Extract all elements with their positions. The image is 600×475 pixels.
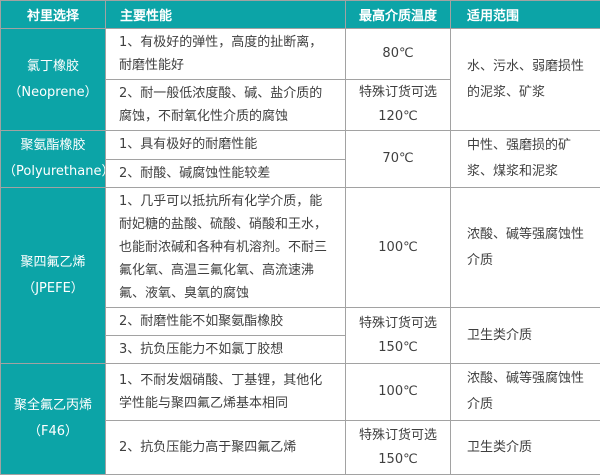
material-cell-polyurethane: 聚氨酯橡胶 （Polyurethane） [1, 131, 106, 188]
performance-cell: 2、耐一般低浓度酸、碱、盐介质的腐蚀，不耐氧化性介质的腐蚀 [106, 80, 346, 131]
material-name: 氯丁橡胶 [3, 54, 103, 80]
lining-selection-table-page: 衬里选择 主要性能 最高介质温度 适用范围 氯丁橡胶 （Neoprene） 1、… [0, 0, 600, 427]
range-cell: 浓酸、碱等强腐蚀性介质 [451, 188, 600, 308]
performance-cell: 3、抗负压能力不如氯丁胶想 [106, 336, 346, 364]
material-name-en: （Neoprene） [3, 80, 103, 106]
header-row: 衬里选择 主要性能 最高介质温度 适用范围 [1, 1, 600, 29]
table-row: 聚氨酯橡胶 （Polyurethane） 1、具有极好的耐磨性能 70℃ 中性、… [1, 131, 600, 160]
performance-cell: 1、几乎可以抵抗所有化学介质，能耐妃糖的盐酸、硫酸、硝酸和王水，也能耐浓碱和各种… [106, 188, 346, 308]
table-row: 聚四氟乙烯 （JPEFE） 1、几乎可以抵抗所有化学介质，能耐妃糖的盐酸、硫酸、… [1, 188, 600, 308]
temp-cell: 特殊订货可选 150℃ [346, 421, 451, 475]
temp-cell: 100℃ [346, 364, 451, 421]
table-row: 聚全氟乙丙烯 （F46） 1、不耐发烟硝酸、丁基锂，其他化学性能与聚四氟乙烯基本… [1, 364, 600, 421]
temp-cell: 80℃ [346, 29, 451, 80]
temp-cell: 特殊订货可选 120℃ [346, 80, 451, 131]
range-cell: 卫生类介质 [451, 421, 600, 475]
range-cell: 浓酸、碱等强腐蚀性介质 [451, 364, 600, 421]
column-header-lining: 衬里选择 [1, 1, 106, 29]
material-name: 聚全氟乙丙烯 [3, 393, 103, 419]
performance-cell: 1、不耐发烟硝酸、丁基锂，其他化学性能与聚四氟乙烯基本相同 [106, 364, 346, 421]
temp-cell: 100℃ [346, 188, 451, 308]
material-name: 聚四氟乙烯 [3, 250, 103, 276]
material-cell-jpefe: 聚四氟乙烯 （JPEFE） [1, 188, 106, 364]
material-cell-neoprene: 氯丁橡胶 （Neoprene） [1, 29, 106, 131]
range-cell: 水、污水、弱磨损性的泥浆、矿浆 [451, 29, 600, 131]
range-cell: 中性、强磨损的矿浆、煤浆和泥浆 [451, 131, 600, 188]
material-name-en: （Polyurethane） [3, 159, 103, 185]
temp-cell: 70℃ [346, 131, 451, 188]
material-name-en: （JPEFE） [3, 276, 103, 302]
material-name-en: （F46） [3, 419, 103, 445]
table-row: 氯丁橡胶 （Neoprene） 1、有极好的弹性，高度的扯断离，耐磨性能好 80… [1, 29, 600, 80]
range-cell: 卫生类介质 [451, 308, 600, 364]
performance-cell: 1、有极好的弹性，高度的扯断离，耐磨性能好 [106, 29, 346, 80]
column-header-performance: 主要性能 [106, 1, 346, 29]
performance-cell: 2、耐磨性能不如聚氨酯橡胶 [106, 308, 346, 336]
column-header-max-temp: 最高介质温度 [346, 1, 451, 29]
performance-cell: 2、耐酸、碱腐蚀性能较差 [106, 159, 346, 188]
temp-cell: 特殊订货可选 150℃ [346, 308, 451, 364]
material-name: 聚氨酯橡胶 [3, 133, 103, 159]
performance-cell: 1、具有极好的耐磨性能 [106, 131, 346, 160]
column-header-range: 适用范围 [451, 1, 600, 29]
material-cell-f46: 聚全氟乙丙烯 （F46） [1, 364, 106, 475]
performance-cell: 2、抗负压能力高于聚四氟乙烯 [106, 421, 346, 475]
